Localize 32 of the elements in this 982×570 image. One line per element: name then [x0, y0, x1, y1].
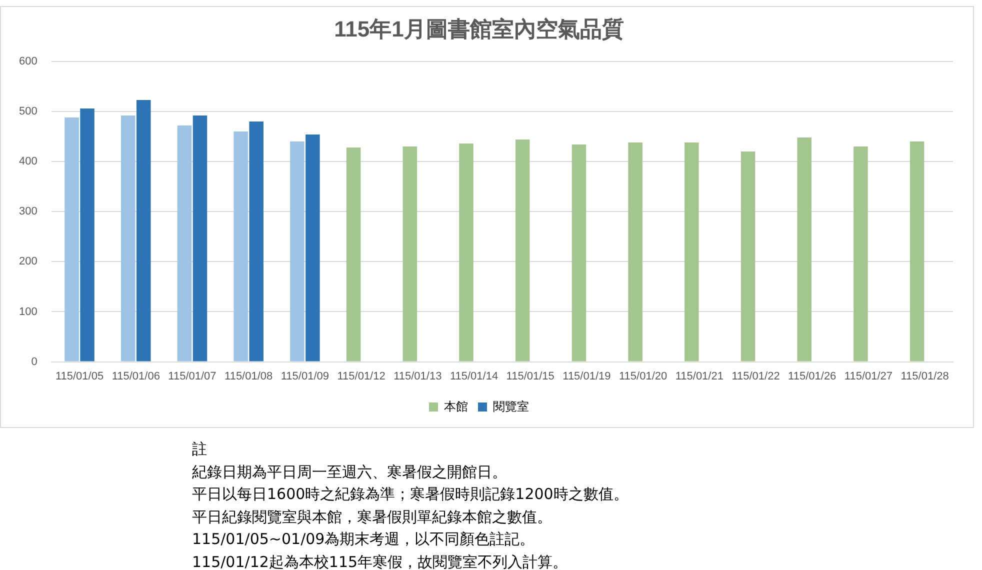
x-tick-label: 115/01/26 [788, 370, 836, 382]
x-tick-label: 115/01/13 [394, 370, 442, 382]
x-tick-label: 115/01/21 [675, 370, 724, 382]
x-tick-label: 115/01/27 [844, 370, 893, 382]
legend-label: 閱覽室 [493, 399, 529, 414]
y-tick-label: 300 [18, 206, 38, 218]
x-tick-label: 115/01/07 [168, 370, 216, 382]
text: 平日以每日1600時之紀錄為準；寒暑假時則記錄1200時之數值。 [192, 484, 628, 505]
text: 115/01/12起為本校115年寒假，故閱覽室不列入計算。 [192, 552, 569, 570]
y-tick-label: 400 [18, 156, 38, 168]
y-tick-label: 0 [31, 356, 38, 368]
y-tick-label: 500 [18, 106, 38, 118]
x-tick-label: 115/01/06 [112, 370, 160, 382]
x-tick-label: 115/01/09 [280, 370, 330, 382]
x-tick-label: 115/01/28 [900, 370, 949, 382]
x-tick-label: 115/01/14 [450, 370, 498, 382]
text: 紀錄日期為平日周一至週六、寒暑假之開館日。 [192, 462, 508, 482]
x-tick-label: 115/01/15 [506, 370, 554, 382]
text: 115/01/05~01/09為期末考週，以不同顏色註記。 [192, 529, 536, 550]
x-tick-label: 115/01/20 [618, 370, 668, 382]
x-tick-label: 115/01/08 [224, 370, 273, 382]
x-tick-label: 115/01/19 [562, 370, 611, 382]
text: 註 [192, 439, 208, 460]
x-tick-label: 115/01/22 [732, 370, 780, 382]
y-tick-label: 200 [18, 256, 38, 268]
y-tick-label: 100 [18, 306, 38, 318]
y-tick-label: 600 [18, 55, 38, 68]
legend-label: 本館 [444, 399, 468, 414]
text: 平日紀錄閱覽室與本館，寒暑假則單紀錄本館之數值。 [192, 506, 553, 528]
x-tick-label: 115/01/05 [55, 370, 104, 382]
chart-title: 115年1月圖書館室內空氣品質 [334, 16, 624, 42]
x-tick-label: 115/01/12 [337, 370, 386, 382]
